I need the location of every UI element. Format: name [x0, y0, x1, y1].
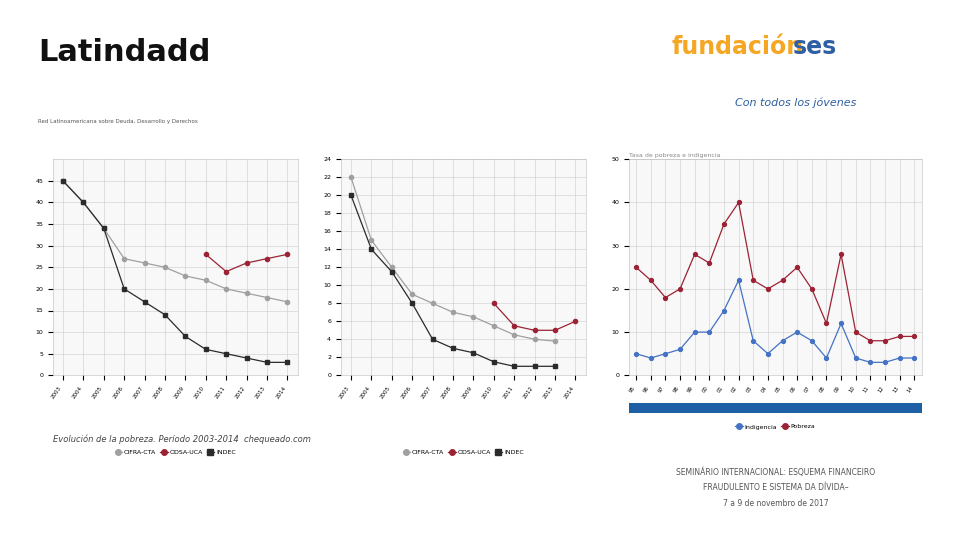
Text: SEMINÁRIO INTERNACIONAL: ESQUEMA FINANCEIRO: SEMINÁRIO INTERNACIONAL: ESQUEMA FINANCE…: [676, 467, 876, 477]
Text: Tasa de pobreza e indigencia: Tasa de pobreza e indigencia: [629, 152, 720, 158]
Text: fundación: fundación: [672, 35, 804, 59]
Text: ses: ses: [793, 35, 837, 59]
Legend: Indigencia, Pobreza: Indigencia, Pobreza: [732, 422, 818, 432]
Text: FRAUDULENTO E SISTEMA DA DÍVIDA–: FRAUDULENTO E SISTEMA DA DÍVIDA–: [703, 483, 849, 492]
Text: Evolución de la pobreza. Período 2003-2014  chequeado.com: Evolución de la pobreza. Período 2003-20…: [53, 435, 311, 444]
Legend: CIFRA-CTA, ODSA-UCA, INDEC: CIFRA-CTA, ODSA-UCA, INDEC: [112, 448, 238, 458]
Text: Con todos los jóvenes: Con todos los jóvenes: [735, 97, 856, 107]
Legend: CIFRA-CTA, ODSA-UCA, INDEC: CIFRA-CTA, ODSA-UCA, INDEC: [400, 448, 526, 458]
Text: 7 a 9 de novembro de 2017: 7 a 9 de novembro de 2017: [723, 500, 828, 509]
Text: Red Latinoamericana sobre Deuda, Desarrollo y Derechos: Red Latinoamericana sobre Deuda, Desarro…: [38, 119, 198, 124]
Text: Latindadd: Latindadd: [38, 38, 211, 67]
